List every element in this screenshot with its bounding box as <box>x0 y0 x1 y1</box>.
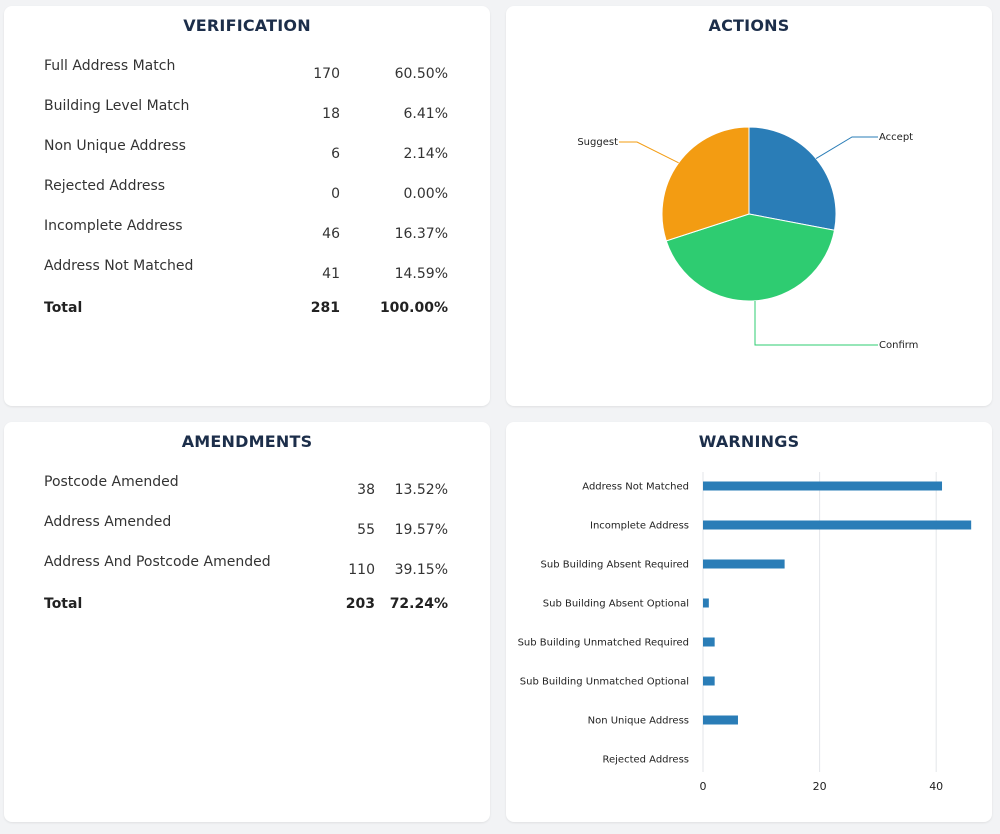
amendments-row: Postcode Amended 38 13.52% <box>44 474 450 510</box>
category-label: Sub Building Absent Required <box>541 560 689 571</box>
pie-leader-line <box>815 136 878 159</box>
verification-row: Rejected Address 0 0.00% <box>44 178 450 214</box>
bar <box>703 559 785 569</box>
bar <box>703 520 972 530</box>
row-percent: 19.57% <box>394 522 448 538</box>
verification-row: Building Level Match 18 6.41% <box>44 98 450 134</box>
row-percent: 100.00% <box>379 300 448 316</box>
row-percent: 72.24% <box>389 596 448 612</box>
amendments-card: AMENDMENTS Postcode Amended 38 13.52% Addre… <box>4 422 490 822</box>
pie-leader-line <box>619 141 679 164</box>
row-count: 18 <box>322 106 340 122</box>
row-percent: 0.00% <box>403 186 448 202</box>
verification-row: Full Address Match 170 60.50% <box>44 58 450 94</box>
amendments-row: Address Amended 55 19.57% <box>44 514 450 550</box>
bar <box>703 637 715 647</box>
pie-leader-line <box>754 301 878 346</box>
verification-total-row: Total 281 100.00% <box>44 292 450 328</box>
warnings-bar-chart: 0 20 40 Address Not Matched Incomplete Addre… <box>518 472 972 793</box>
actions-title: ACTIONS <box>708 16 790 35</box>
row-percent: 60.50% <box>394 66 448 82</box>
x-tick-label: 0 <box>700 780 707 793</box>
row-label: Postcode Amended <box>44 474 179 490</box>
actions-pie-chart: Accept Confirm Suggest <box>577 126 918 351</box>
row-count: 46 <box>322 226 340 242</box>
amendments-title: AMENDMENTS <box>181 432 313 451</box>
row-count: 55 <box>357 522 375 538</box>
bar <box>703 481 943 491</box>
amendments-total-row: Total 203 72.24% <box>44 588 450 624</box>
category-label: Non Unique Address <box>588 716 689 727</box>
row-count: 170 <box>313 66 340 82</box>
row-label: Building Level Match <box>44 98 190 114</box>
row-percent: 16.37% <box>394 226 448 242</box>
row-percent: 2.14% <box>403 146 448 162</box>
row-label: Non Unique Address <box>44 138 186 154</box>
row-label: Total <box>44 596 83 612</box>
row-percent: 14.59% <box>394 266 448 282</box>
row-label: Incomplete Address <box>44 218 183 234</box>
x-tick-label: 20 <box>813 780 827 793</box>
row-count: 0 <box>331 186 340 202</box>
pie-label: Accept <box>879 132 913 143</box>
row-count: 110 <box>348 562 375 578</box>
category-label: Sub Building Absent Optional <box>543 599 689 610</box>
category-label: Sub Building Unmatched Optional <box>520 677 689 688</box>
row-label: Address Not Matched <box>44 258 194 274</box>
row-count: 38 <box>357 482 375 498</box>
warnings-card: WARNINGS 0 20 40 Address Not Matched Incompl… <box>506 422 992 822</box>
pie-slice-suggest <box>661 126 750 242</box>
bar <box>703 676 715 686</box>
bar <box>703 715 738 725</box>
pie-slice-confirm <box>665 213 836 302</box>
row-percent: 6.41% <box>403 106 448 122</box>
verification-row: Incomplete Address 46 16.37% <box>44 218 450 254</box>
row-percent: 39.15% <box>394 562 448 578</box>
row-label: Address And Postcode Amended <box>44 554 271 570</box>
verification-card: VERIFICATION Full Address Match 170 60.50%… <box>4 6 490 406</box>
verification-title: VERIFICATION <box>183 16 311 35</box>
row-label: Address Amended <box>44 514 172 530</box>
row-count: 6 <box>331 146 340 162</box>
category-label: Sub Building Unmatched Required <box>518 638 689 649</box>
category-label: Incomplete Address <box>590 521 689 532</box>
row-count: 41 <box>322 266 340 282</box>
row-count: 281 <box>310 300 340 316</box>
row-label: Full Address Match <box>44 58 176 74</box>
warnings-title: WARNINGS <box>698 432 800 451</box>
bar <box>703 598 709 608</box>
actions-card: ACTIONS Accept Confirm Suggest <box>506 6 992 406</box>
pie-slice-accept <box>748 126 837 231</box>
row-count: 203 <box>345 596 375 612</box>
x-tick-label: 40 <box>929 780 943 793</box>
pie-label: Suggest <box>577 137 618 148</box>
row-label: Total <box>44 300 83 316</box>
row-label: Rejected Address <box>44 178 166 194</box>
pie-label: Confirm <box>879 340 918 351</box>
category-label: Address Not Matched <box>582 482 689 493</box>
category-label: Rejected Address <box>602 755 689 766</box>
row-percent: 13.52% <box>394 482 448 498</box>
verification-row: Non Unique Address 6 2.14% <box>44 138 450 174</box>
verification-row: Address Not Matched 41 14.59% <box>44 258 450 294</box>
amendments-row: Address And Postcode Amended 110 39.15% <box>44 554 450 590</box>
